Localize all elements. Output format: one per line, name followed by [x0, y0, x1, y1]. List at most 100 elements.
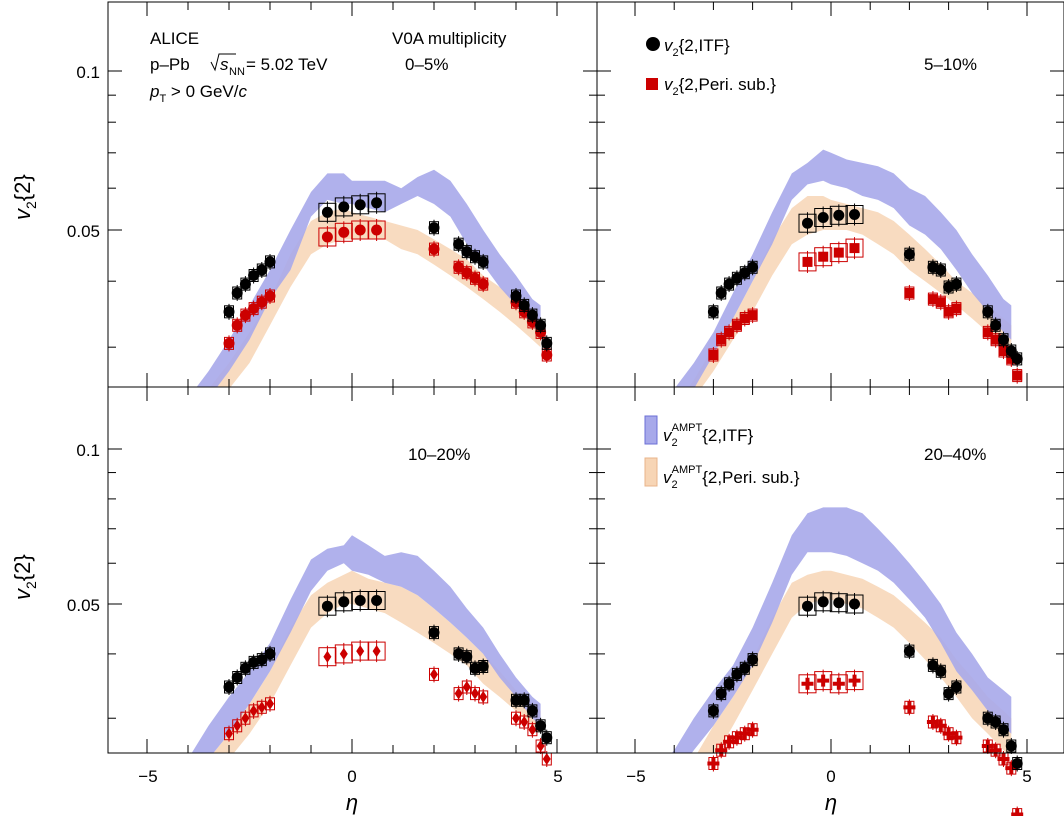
data-point [904, 246, 915, 262]
pt-cut-label: pT > 0 GeV/c [149, 82, 248, 105]
data-point [541, 335, 552, 351]
data-point [715, 742, 727, 758]
legend-ampt-peri-swatch [645, 458, 657, 486]
data-point [904, 285, 914, 301]
data-point [1011, 807, 1023, 816]
ampt-bands-layer [163, 150, 1011, 816]
data-point [990, 742, 1002, 758]
legend-itf-marker [646, 37, 660, 51]
legend-data: v2{2,ITF} v2{2,Peri. sub.} [646, 36, 776, 98]
data-point [257, 699, 266, 715]
x-axis-title: η [346, 790, 358, 815]
data-point [903, 699, 915, 715]
data-point [951, 301, 961, 317]
data-point [935, 663, 946, 679]
data-point [462, 679, 471, 695]
data-point [1012, 756, 1023, 772]
data-point [950, 730, 962, 746]
centrality-label: 10–20% [408, 445, 470, 464]
data-point [249, 703, 258, 719]
data-point [748, 307, 758, 323]
data-point [520, 714, 529, 730]
data-point [708, 347, 718, 363]
data-point [815, 246, 832, 268]
data-point [471, 686, 480, 702]
ampt-band [651, 507, 1012, 798]
data-point [478, 659, 489, 675]
y-tick-label: 0.1 [76, 441, 100, 460]
system-energy-label: p–Pb s NN = 5.02 TeV [150, 54, 328, 78]
legend-peri-marker [646, 78, 658, 90]
legend-ampt-peri-label: v2AMPT{2,Peri. sub.} [663, 464, 800, 491]
data-point [224, 335, 235, 351]
svg-text:p–Pb: p–Pb [150, 55, 190, 74]
data-point [747, 722, 759, 738]
data-point [429, 241, 440, 257]
data-point [224, 304, 235, 320]
data-point [951, 276, 962, 292]
data-point [830, 242, 847, 264]
data-point [799, 251, 816, 273]
centrality-label: 0–5% [405, 55, 448, 74]
legend-ampt-itf-label: v2AMPT{2,ITF} [663, 422, 754, 449]
data-point [1012, 351, 1023, 367]
data-point [352, 640, 369, 662]
centrality-label: 20–40% [924, 445, 986, 464]
data-point [429, 220, 440, 236]
data-point [478, 254, 489, 270]
x-tick-label: 0 [347, 767, 356, 786]
data-point [1006, 738, 1017, 754]
data-point [478, 276, 489, 292]
data-point [241, 710, 250, 726]
data-point [935, 262, 946, 278]
data-point [335, 643, 352, 665]
x-tick-label: 0 [826, 767, 835, 786]
data-point [1012, 368, 1022, 384]
data-point [479, 689, 488, 705]
legend-ampt: v2AMPT{2,ITF} v2AMPT{2,Peri. sub.} [645, 416, 800, 491]
data-point [815, 670, 832, 692]
experiment-label: ALICE [150, 29, 199, 48]
legend-peri-label: v2{2,Peri. sub.} [664, 75, 776, 98]
svg-text:NN: NN [229, 66, 245, 78]
data-point [454, 686, 463, 702]
centrality-label: 5–10% [924, 55, 977, 74]
x-tick-label: −5 [138, 767, 157, 786]
y-axis-title: v2{2} [10, 174, 39, 220]
data-point [747, 259, 758, 275]
svg-text:= 5.02 TeV: = 5.02 TeV [246, 55, 328, 74]
data-point [935, 718, 947, 734]
data-point [429, 625, 440, 641]
svg-text:s: s [220, 55, 229, 74]
data-point [430, 666, 439, 682]
data-point [368, 640, 385, 662]
data-point [225, 726, 234, 742]
data-point [998, 722, 1009, 738]
y-axis-title: v2{2} [10, 554, 39, 600]
data-point [799, 673, 816, 695]
data-point [535, 317, 546, 333]
x-tick-label: −5 [626, 767, 645, 786]
data-point [951, 679, 962, 695]
data-point [708, 703, 719, 719]
x-axis-title: η [825, 790, 837, 815]
y-tick-label: 0.1 [76, 63, 100, 82]
data-point [527, 703, 538, 719]
legend-itf-label: v2{2,ITF} [664, 36, 730, 59]
data-point [747, 652, 758, 668]
data-point [846, 237, 863, 259]
data-point [266, 696, 275, 712]
data-point [708, 304, 719, 320]
data-point [541, 730, 552, 746]
data-point [265, 646, 276, 662]
estimator-label: V0A multiplicity [392, 29, 507, 48]
data-point [830, 673, 847, 695]
data-point [846, 670, 863, 692]
data-point [904, 643, 915, 659]
data-point [319, 646, 336, 668]
data-point [512, 710, 521, 726]
data-point [982, 304, 993, 320]
data-point [707, 756, 719, 772]
data-points-layer [224, 192, 1024, 816]
